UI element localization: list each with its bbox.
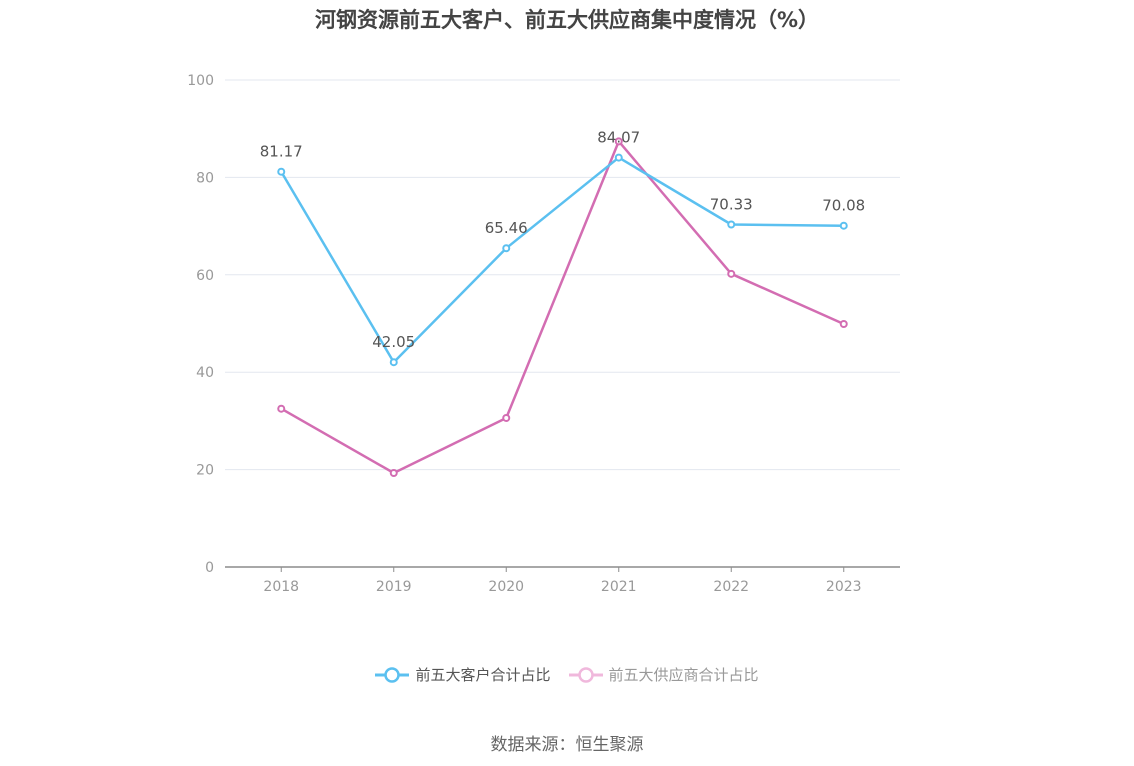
legend-label-customers: 前五大客户合计占比 [415,666,551,684]
series-line-0 [280,156,844,364]
data-point [502,244,511,253]
x-tick-label: 2021 [601,579,637,595]
y-tick-label: 40 [196,365,214,381]
x-tick-label: 2020 [488,579,524,595]
data-point [389,358,398,367]
data-point [727,269,736,278]
data-point [277,167,286,176]
x-tick-label: 2023 [826,579,862,595]
x-tick-label: 2018 [263,579,299,595]
legend-item-customers[interactable]: 前五大客户合计占比 [375,664,551,685]
data-point [839,319,848,328]
legend-label-suppliers: 前五大供应商合计占比 [608,666,759,684]
data-label: 84.07 [597,129,640,147]
data-point [614,137,623,146]
legend: 前五大客户合计占比 前五大供应商合计占比 [0,664,1134,685]
y-tick-label: 100 [187,73,214,89]
data-point [389,469,398,478]
data-point [727,220,736,229]
x-tick-label: 2022 [713,579,749,595]
series-line-1 [280,140,845,475]
grid-lines [225,79,900,471]
legend-item-suppliers[interactable]: 前五大供应商合计占比 [568,664,759,685]
source-note: 数据来源：恒生聚源 [490,735,644,755]
data-label: 70.33 [710,195,753,213]
data-labels: 81.17 42.05 65.46 84.07 70.33 70.08 [260,129,865,352]
data-label: 81.17 [260,143,303,161]
y-tick-label: 20 [196,463,214,479]
y-tick-label: 60 [196,268,214,284]
data-label: 42.05 [372,333,415,351]
data-point [277,404,286,413]
y-tick-label: 80 [196,170,214,186]
axes: 0 20 40 60 80 100 2018 2019 2020 2021 2022 2023 [187,73,900,595]
data-label: 70.08 [822,197,865,215]
line-chart: 0 20 40 60 80 100 2018 2019 2020 2021 2022 2023 81.… [187,73,900,595]
x-tick-label: 2019 [376,579,412,595]
y-tick-label: 0 [205,560,214,576]
data-label: 65.46 [485,219,528,237]
data-point [839,221,848,230]
series [277,137,848,478]
legend-line-circle-icon [375,666,410,683]
data-point [614,153,623,162]
chart-title: 河钢资源前五大客户、前五大供应商集中度情况（%） [314,8,820,32]
data-point [502,413,511,422]
legend-line-circle-icon [568,666,603,683]
